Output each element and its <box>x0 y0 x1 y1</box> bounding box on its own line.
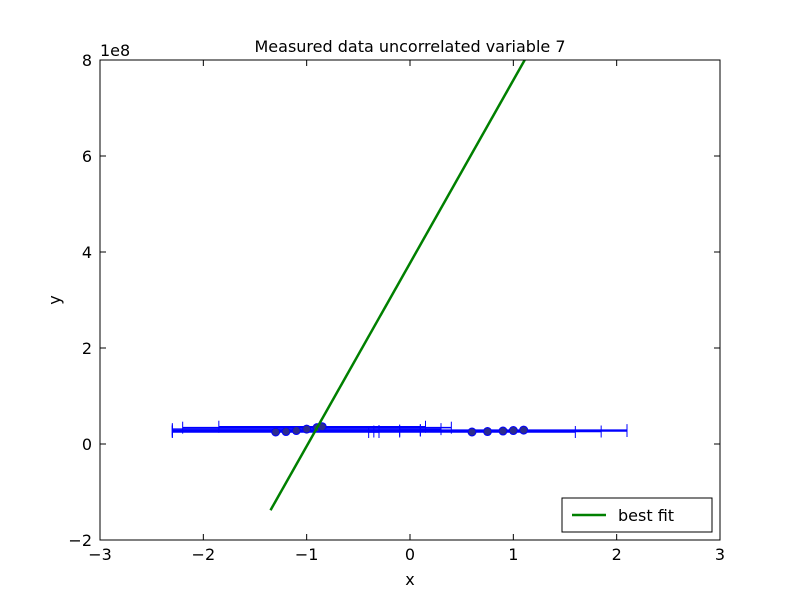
x-tick-label: 2 <box>612 545 622 564</box>
data-point <box>302 424 312 434</box>
x-tick-label: −3 <box>88 545 112 564</box>
x-tick-label: 0 <box>405 545 415 564</box>
fit-line <box>269 60 526 511</box>
y-tick-label: 6 <box>82 147 92 166</box>
y-tick-label: 4 <box>82 243 92 262</box>
data-point <box>271 427 281 437</box>
y-tick-label: 0 <box>82 435 92 454</box>
x-tick-label: −2 <box>192 545 216 564</box>
y-axis-label: y <box>45 295 64 304</box>
legend-label: best fit <box>618 506 674 525</box>
x-tick-label: −1 <box>295 545 319 564</box>
data-point <box>483 427 492 437</box>
plot-area <box>171 60 628 511</box>
x-tick-label: 3 <box>715 545 725 564</box>
data-point <box>467 427 477 437</box>
y-tick-label: 8 <box>82 51 92 70</box>
x-tick-label: 1 <box>508 545 518 564</box>
y-tick-label: −2 <box>68 531 92 550</box>
data-point <box>291 426 301 436</box>
data-point <box>508 426 518 436</box>
data-point <box>519 425 529 435</box>
chart-title: Measured data uncorrelated variable 7 <box>254 37 565 56</box>
x-axis-label: x <box>405 570 414 589</box>
y-tick-label: 2 <box>82 339 92 358</box>
data-point <box>281 427 291 437</box>
y-offset-label: 1e8 <box>100 41 130 60</box>
data-point <box>498 426 508 436</box>
